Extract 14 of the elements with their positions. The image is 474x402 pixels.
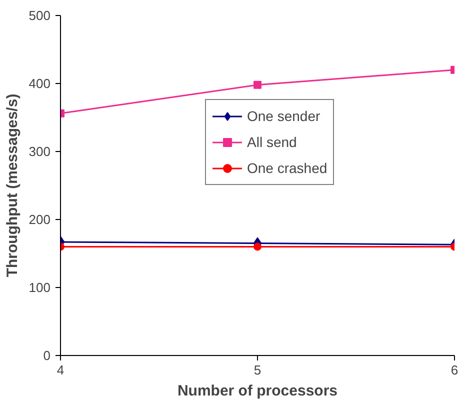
x-axis-title: Number of processors xyxy=(177,382,338,400)
x-tick-label: 5 xyxy=(254,362,262,378)
x-tick-label: 4 xyxy=(56,362,64,378)
x-tick-label: 6 xyxy=(450,362,458,378)
legend-label: One crashed xyxy=(247,160,328,176)
y-tick-label: 100 xyxy=(28,280,51,295)
legend-label: All send xyxy=(247,134,297,150)
y-tick-label: 300 xyxy=(28,144,51,159)
y-tick-label: 400 xyxy=(28,76,51,91)
y-axis-title: Throughput (messages/s) xyxy=(4,94,21,278)
y-tick-label: 500 xyxy=(28,8,51,23)
y-tick-label: 0 xyxy=(43,348,51,363)
y-tick-label: 200 xyxy=(28,212,51,227)
legend-label: One sender xyxy=(247,108,320,124)
